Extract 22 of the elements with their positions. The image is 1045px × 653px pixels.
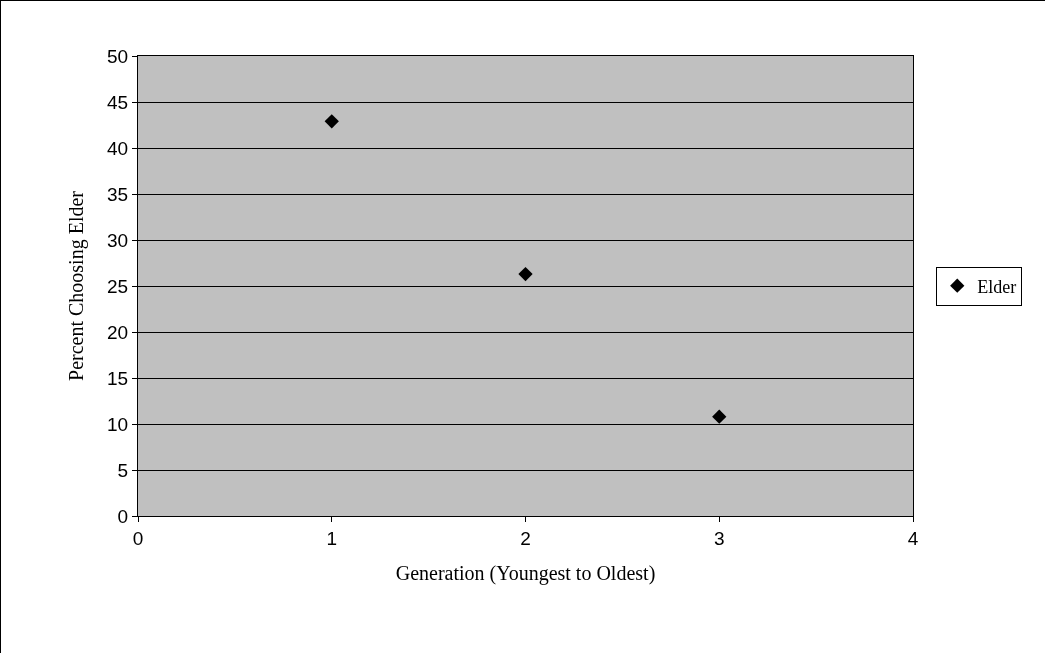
y-tick-label: 10 bbox=[107, 413, 129, 435]
x-tick-label: 0 bbox=[132, 527, 144, 549]
point bbox=[518, 266, 533, 282]
point bbox=[712, 409, 727, 424]
y-tick-label: 45 bbox=[107, 91, 129, 113]
point bbox=[324, 114, 339, 129]
y-tick-label: 35 bbox=[107, 183, 129, 205]
y-tick-label: 25 bbox=[107, 275, 129, 297]
y-tick-label: 0 bbox=[117, 505, 129, 527]
y-tick-label: 15 bbox=[107, 367, 129, 389]
x-axis-title: Generation (Youngest to Oldest) bbox=[395, 562, 656, 586]
legend-label: Elder bbox=[977, 276, 1017, 297]
y-tick-label: 5 bbox=[117, 459, 129, 481]
x-tick-label: 2 bbox=[520, 527, 531, 549]
x-tick-label: 4 bbox=[907, 527, 919, 549]
y-tick-label: 50 bbox=[107, 45, 129, 67]
x-tick-label: 3 bbox=[713, 527, 725, 549]
y-tick-label: 40 bbox=[107, 137, 129, 159]
y-axis-title: Percent Choosing Elder bbox=[64, 190, 88, 381]
y-tick-label: 20 bbox=[107, 321, 129, 343]
x-tick-label: 1 bbox=[326, 527, 338, 549]
y-tick-label: 30 bbox=[107, 229, 129, 251]
